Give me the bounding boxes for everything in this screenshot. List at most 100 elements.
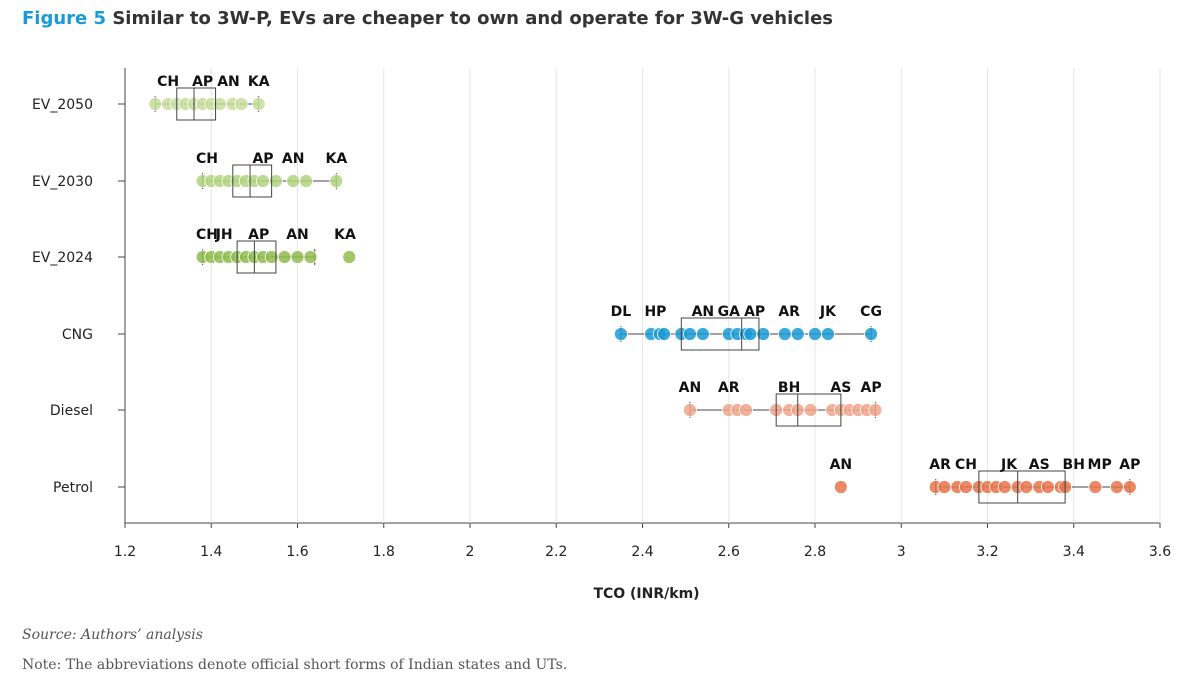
state-label: AN xyxy=(282,151,305,167)
data-point xyxy=(303,250,318,264)
category-label: Diesel xyxy=(50,403,93,419)
state-label: AP xyxy=(744,304,765,320)
data-point xyxy=(251,97,266,111)
state-label: JK xyxy=(1000,457,1018,473)
data-point xyxy=(937,480,952,494)
category-label: Petrol xyxy=(53,480,93,496)
state-label: GA xyxy=(718,304,740,320)
data-point xyxy=(683,327,697,341)
x-tick-label: 2.6 xyxy=(718,544,740,560)
state-label: AN xyxy=(217,74,240,90)
state-label: KA xyxy=(248,74,270,90)
state-label: AP xyxy=(248,227,269,243)
data-point xyxy=(833,480,848,494)
state-label: AR xyxy=(718,380,740,396)
state-label: MP xyxy=(1088,457,1112,473)
data-point xyxy=(1122,480,1137,494)
state-label: CH xyxy=(157,74,179,90)
iqr-box xyxy=(232,164,273,198)
figure-title-text: Similar to 3W-P, EVs are cheaper to own … xyxy=(112,8,833,29)
x-tick-label: 1.4 xyxy=(200,544,222,560)
x-tick-label: 2.4 xyxy=(631,544,653,560)
abbreviation-note: Note: The abbreviations denote official … xyxy=(22,657,568,673)
data-point xyxy=(234,97,249,111)
state-label: KA xyxy=(325,151,347,167)
iqr-box xyxy=(236,240,277,274)
data-point xyxy=(695,327,710,341)
x-axis-title: TCO (INR/km) xyxy=(593,586,699,602)
x-tick-label: 2.2 xyxy=(545,544,567,560)
category-label: CNG xyxy=(62,327,93,343)
iqr-box xyxy=(775,393,842,427)
state-label: CG xyxy=(860,304,882,320)
data-point xyxy=(739,403,753,417)
x-tick-label: 2 xyxy=(466,544,475,560)
source-note: Source: Authors’ analysis xyxy=(22,627,203,643)
state-label: JH xyxy=(215,227,233,243)
state-label: AP xyxy=(192,74,213,90)
data-point xyxy=(808,327,822,341)
data-point xyxy=(959,480,973,494)
data-point xyxy=(329,174,344,188)
state-label: HP xyxy=(644,304,666,320)
figure-label: Figure 5 xyxy=(22,8,107,29)
state-label: CH xyxy=(196,227,218,243)
x-tick-label: 3 xyxy=(897,544,906,560)
category-label: EV_2030 xyxy=(32,174,93,190)
state-label: AR xyxy=(778,304,800,320)
data-point xyxy=(286,174,301,188)
iqr-box xyxy=(978,470,1066,504)
data-point xyxy=(256,174,270,188)
state-label: AN xyxy=(692,304,715,320)
data-point xyxy=(657,327,671,341)
state-label: AR xyxy=(929,457,951,473)
data-point xyxy=(743,327,758,341)
state-label: AP xyxy=(252,151,273,167)
data-point xyxy=(148,97,163,111)
state-label: KA xyxy=(334,227,356,243)
state-label: BH xyxy=(1063,457,1085,473)
data-point xyxy=(864,327,878,341)
state-label: BH xyxy=(778,380,800,396)
data-point xyxy=(277,250,292,264)
category-label: EV_2050 xyxy=(32,97,93,113)
data-point xyxy=(868,403,883,417)
state-label: CH xyxy=(196,151,218,167)
state-label: JK xyxy=(819,304,837,320)
data-point xyxy=(1109,480,1124,494)
iqr-box xyxy=(176,87,217,121)
x-tick-label: 3.6 xyxy=(1149,544,1171,560)
state-label: AS xyxy=(1029,457,1050,473)
state-label: AP xyxy=(1119,457,1140,473)
data-point xyxy=(1088,480,1103,494)
data-point xyxy=(299,174,314,188)
data-point xyxy=(803,403,818,417)
data-point xyxy=(683,403,697,417)
x-tick-label: 2.8 xyxy=(804,544,826,560)
x-tick-label: 3.4 xyxy=(1063,544,1085,560)
state-label: AN xyxy=(679,380,702,396)
x-tick-label: 1.8 xyxy=(373,544,395,560)
data-point xyxy=(269,174,283,188)
state-label: AN xyxy=(830,457,853,473)
state-label: AP xyxy=(861,380,882,396)
x-tick-label: 1.2 xyxy=(114,544,136,560)
data-point xyxy=(290,250,305,264)
state-label: CH xyxy=(955,457,977,473)
data-point xyxy=(1040,480,1055,494)
iqr-box xyxy=(680,317,760,351)
data-point xyxy=(997,480,1012,494)
x-tick-label: 1.6 xyxy=(286,544,308,560)
data-point xyxy=(777,327,792,341)
data-point xyxy=(342,250,357,264)
x-tick-label: 3.2 xyxy=(976,544,998,560)
tco-box-scatter-chart: 1.2 1.4 1.6 1.8 2 2.2 2.4 2.6 2.8 3 3.2 3.4 3.6 TCO (… xyxy=(32,68,1171,602)
state-label: DL xyxy=(611,304,632,320)
figure-title: Figure 5 Similar to 3W-P, EVs are cheape… xyxy=(22,8,833,29)
data-point xyxy=(821,327,835,341)
data-point xyxy=(1019,480,1034,494)
state-label: AN xyxy=(286,227,309,243)
data-point xyxy=(614,327,628,341)
state-label: AS xyxy=(830,380,851,396)
data-point xyxy=(790,327,805,341)
